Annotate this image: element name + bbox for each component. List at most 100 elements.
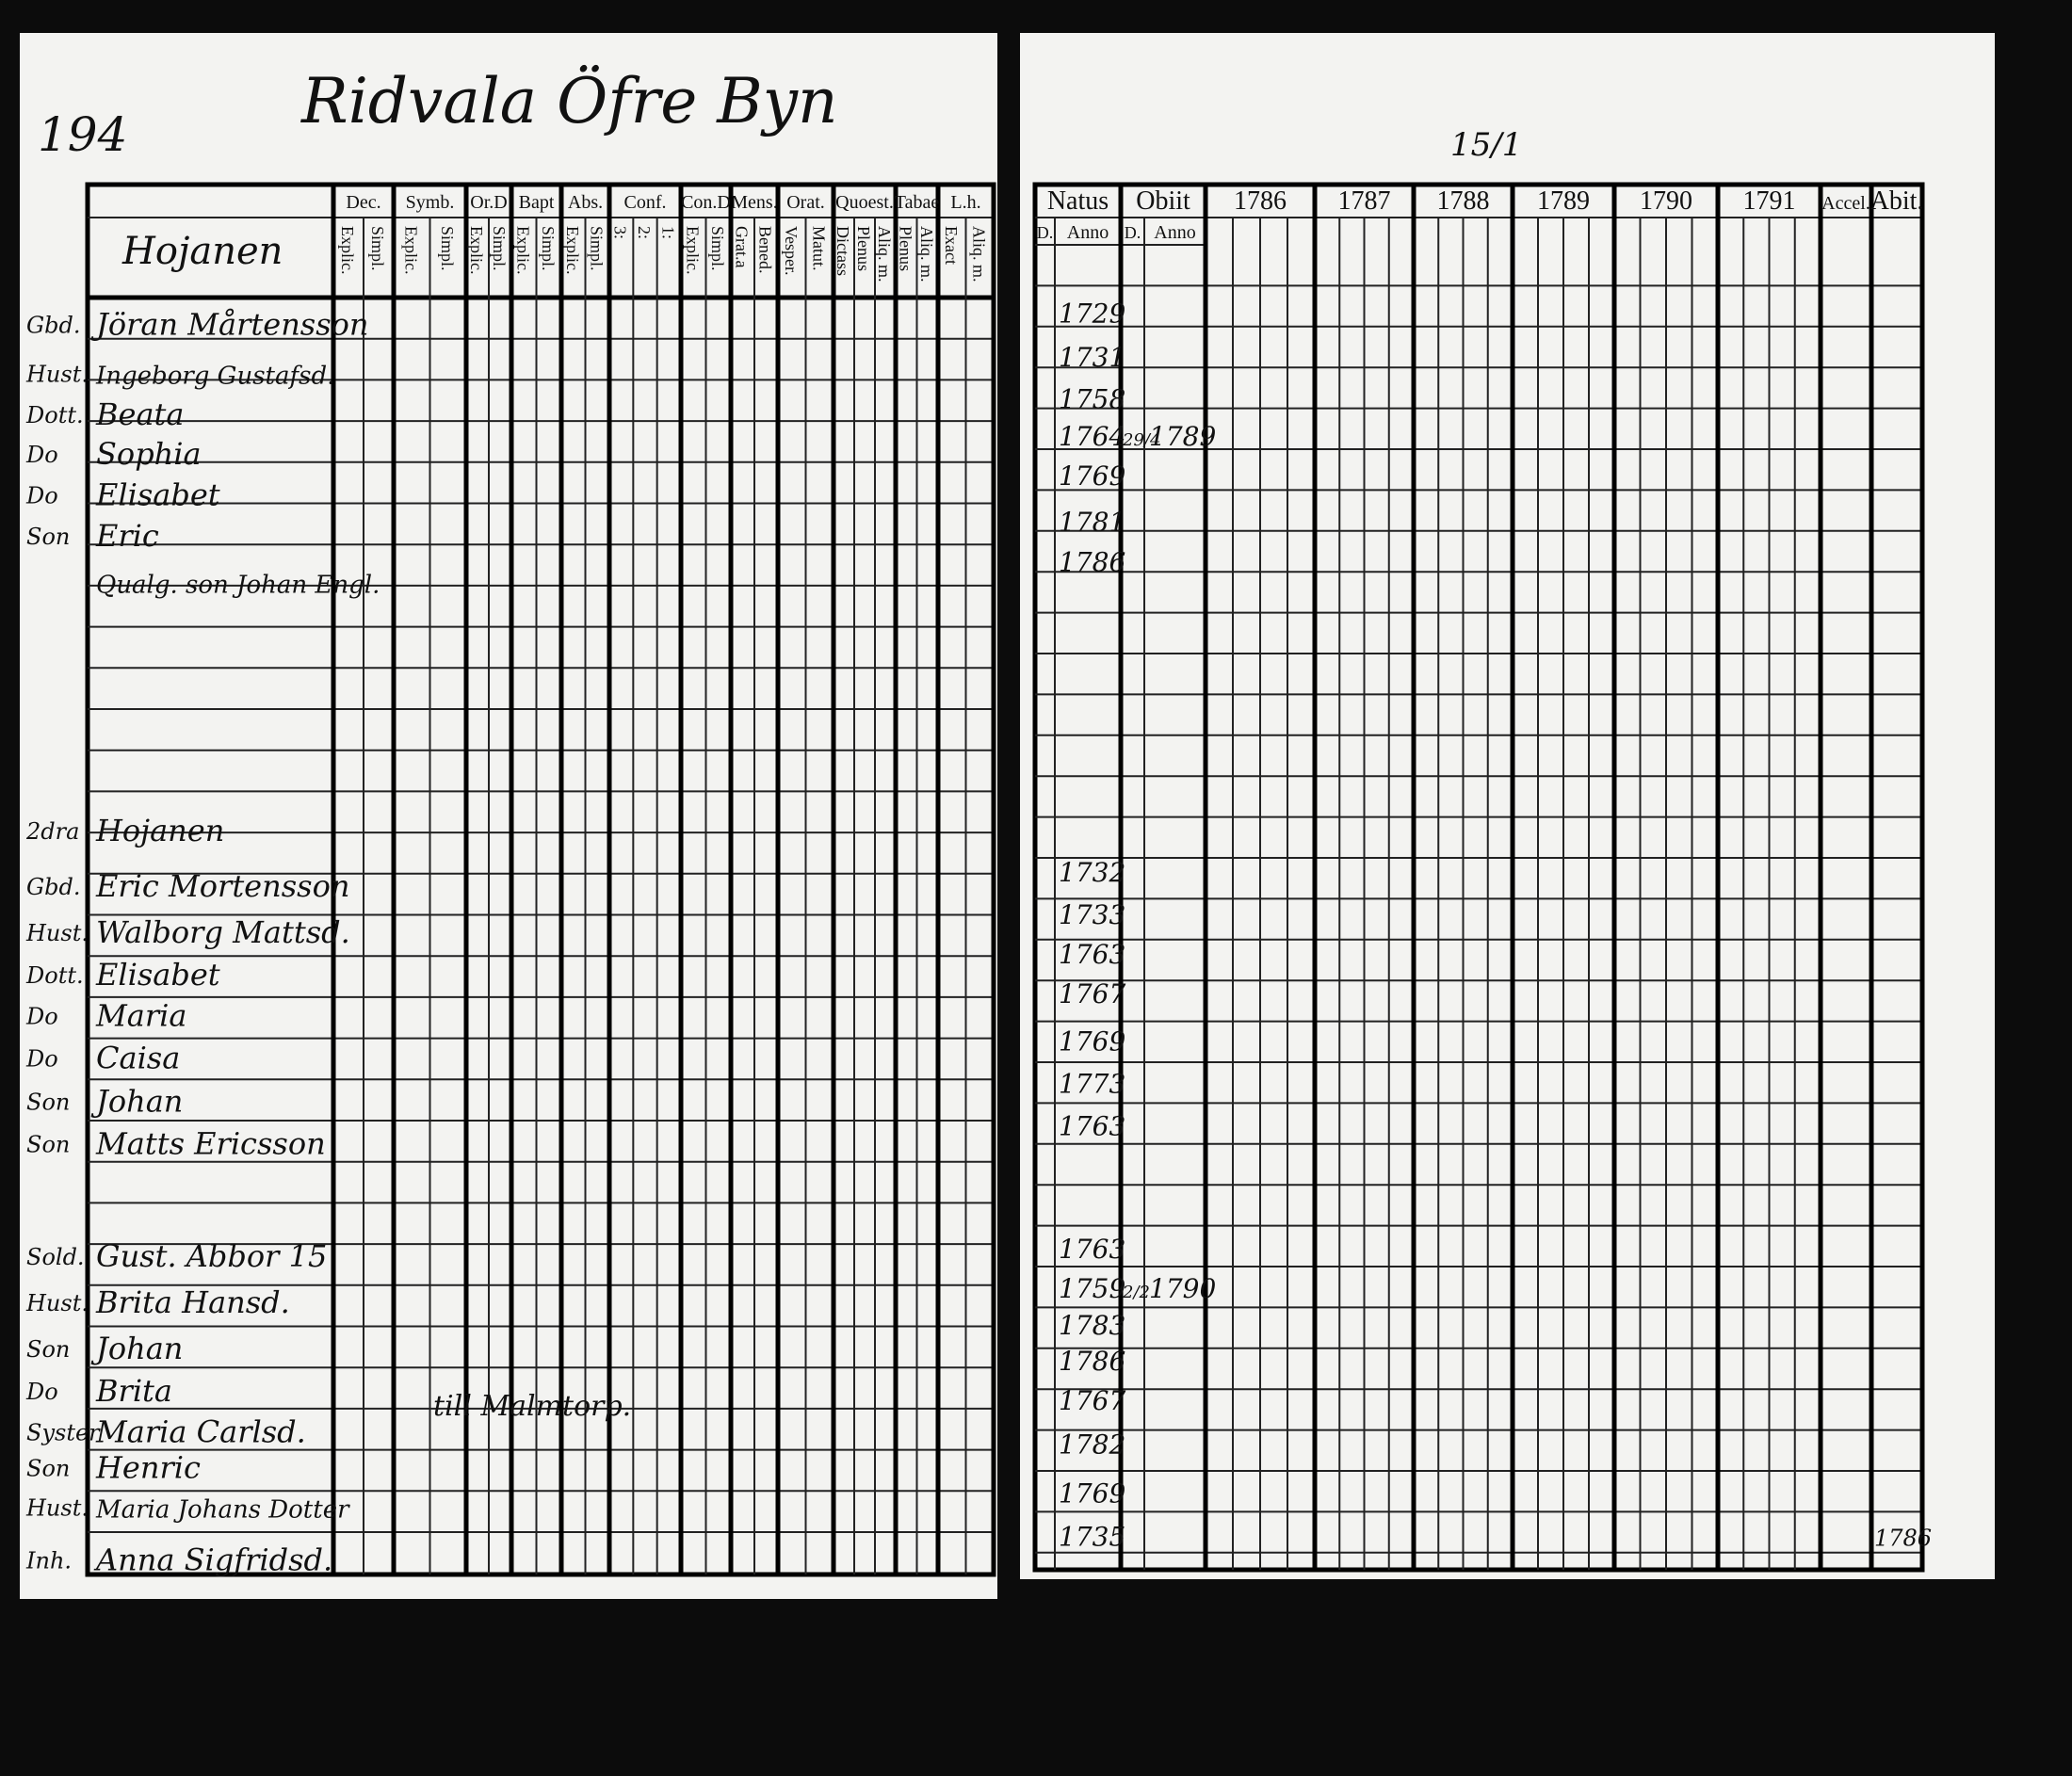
row-role: Do <box>25 483 58 509</box>
row-name: Jöran Mårtensson <box>90 307 369 343</box>
column-sub: Simpl. <box>368 226 387 271</box>
row-name: Caisa <box>96 1040 180 1075</box>
title: Ridvala Öfre Byn <box>300 65 838 137</box>
natus-year: 1782 <box>1059 1429 1125 1460</box>
row-name: Elisabet <box>95 477 220 513</box>
row-name: Gust. Abbor 15 <box>96 1238 327 1274</box>
column-sub: Grat.a <box>733 226 752 267</box>
natus-year: 1769 <box>1059 1477 1125 1509</box>
row-name: Ingeborg Gustafsd. <box>95 363 334 391</box>
column-sub: 2: <box>635 226 654 239</box>
column-group: 1788 <box>1437 186 1490 216</box>
obiit-day: 29/4 <box>1122 430 1160 450</box>
row-role: Hust. <box>25 362 89 388</box>
column-sub: Anno <box>1067 222 1109 243</box>
natus-year: 1733 <box>1059 899 1125 930</box>
row-name: Henric <box>95 1449 201 1485</box>
column-sub: 3: <box>611 226 630 239</box>
column-sub: Exact <box>942 226 961 265</box>
column-group: Obiit <box>1136 186 1190 216</box>
obiit-day: 2/2 <box>1122 1283 1150 1302</box>
column-sub: Aliq. m. <box>969 226 988 283</box>
column-sub: Plenus <box>854 226 873 271</box>
row-role: Dott. <box>25 962 84 989</box>
row-role: Syster <box>26 1419 101 1445</box>
row-role: Do <box>25 1379 58 1405</box>
row-name: Beata <box>95 396 184 432</box>
natus-year: 1763 <box>1059 939 1125 970</box>
row-name: Elisabet <box>95 957 220 993</box>
natus-year: 1786 <box>1059 546 1125 577</box>
column-group: Abs. <box>568 192 603 213</box>
column-sub: Explic. <box>563 226 582 275</box>
row-name: Hojanen <box>95 813 224 848</box>
row-role: Hust. <box>25 1290 89 1316</box>
row-name: Johan <box>90 1084 183 1120</box>
natus-year: 1781 <box>1059 507 1125 538</box>
row-role: Hust. <box>25 1494 89 1521</box>
natus-year: 1786 <box>1059 1346 1125 1377</box>
column-group: 1786 <box>1234 186 1287 216</box>
column-sub: Matut. <box>809 226 828 271</box>
column-group: Natus <box>1047 186 1109 216</box>
page-number: 194 <box>38 107 127 162</box>
row-role: Do <box>25 1045 58 1072</box>
obiit-year: 1790 <box>1149 1273 1216 1304</box>
natus-year: 1764 <box>1059 421 1125 452</box>
row-name: Brita <box>95 1373 172 1409</box>
column-sub: Aliq. m. <box>917 226 936 283</box>
column-group: Accel. <box>1821 193 1870 214</box>
column-sub: Simpl. <box>587 226 606 271</box>
column-group: 1789 <box>1537 186 1590 216</box>
row-role: 2dra <box>25 818 79 845</box>
natus-year: 1729 <box>1059 299 1125 330</box>
row-name: Maria Carlsd. <box>95 1413 306 1449</box>
column-sub: Explic. <box>338 226 357 275</box>
column-sub: Explic. <box>683 226 702 275</box>
column-sub: Vesper. <box>782 226 801 276</box>
row-name: Qualg. son Johan Engl. <box>96 571 380 599</box>
natus-year: 1759 <box>1059 1273 1125 1304</box>
natus-year: 1767 <box>1059 978 1125 1009</box>
right-page <box>1020 33 1995 1579</box>
natus-year: 1773 <box>1059 1068 1125 1099</box>
column-group: Bapt <box>519 192 555 213</box>
folio: 15/1 <box>1450 126 1522 164</box>
column-group: Or.D <box>470 192 507 213</box>
column-group: Mens. <box>731 192 777 213</box>
row-role: Sold. <box>26 1244 85 1270</box>
row-role: Dott. <box>25 402 84 428</box>
column-sub: 1: <box>658 226 677 239</box>
natus-year: 1767 <box>1059 1385 1125 1416</box>
column-sub: Explic. <box>513 226 532 275</box>
row-role: Son <box>26 524 70 550</box>
column-sub: Simpl. <box>708 226 727 271</box>
row-role: Son <box>26 1336 70 1363</box>
column-group: 1790 <box>1640 186 1692 216</box>
natus-year: 1783 <box>1059 1310 1125 1341</box>
name-header: Hojanen <box>121 230 283 273</box>
column-group: Symb. <box>406 192 455 213</box>
natus-year: 1732 <box>1059 857 1125 888</box>
natus-year: 1769 <box>1059 460 1125 492</box>
column-group: Tabae <box>895 192 940 213</box>
column-group: 1791 <box>1743 186 1796 216</box>
column-group: Dec. <box>346 192 380 213</box>
column-group: 1787 <box>1338 186 1391 216</box>
row-role: Gbd. <box>26 313 81 339</box>
row-role: Do <box>25 1004 58 1030</box>
natus-year: 1763 <box>1059 1234 1125 1265</box>
row-name: Johan <box>90 1331 183 1366</box>
row-name: Brita Hansd. <box>95 1284 290 1320</box>
row-role: Do <box>25 442 58 468</box>
row-name: Sophia <box>96 436 202 472</box>
column-sub: Aliq. m. <box>875 226 894 283</box>
column-sub: Simpl. <box>490 226 509 271</box>
row-name: Eric Mortensson <box>95 868 349 904</box>
column-sub: Explic. <box>401 226 420 275</box>
column-group: Orat. <box>786 192 825 213</box>
row-role: Hust. <box>25 920 89 946</box>
row-role: Gbd. <box>26 874 81 900</box>
